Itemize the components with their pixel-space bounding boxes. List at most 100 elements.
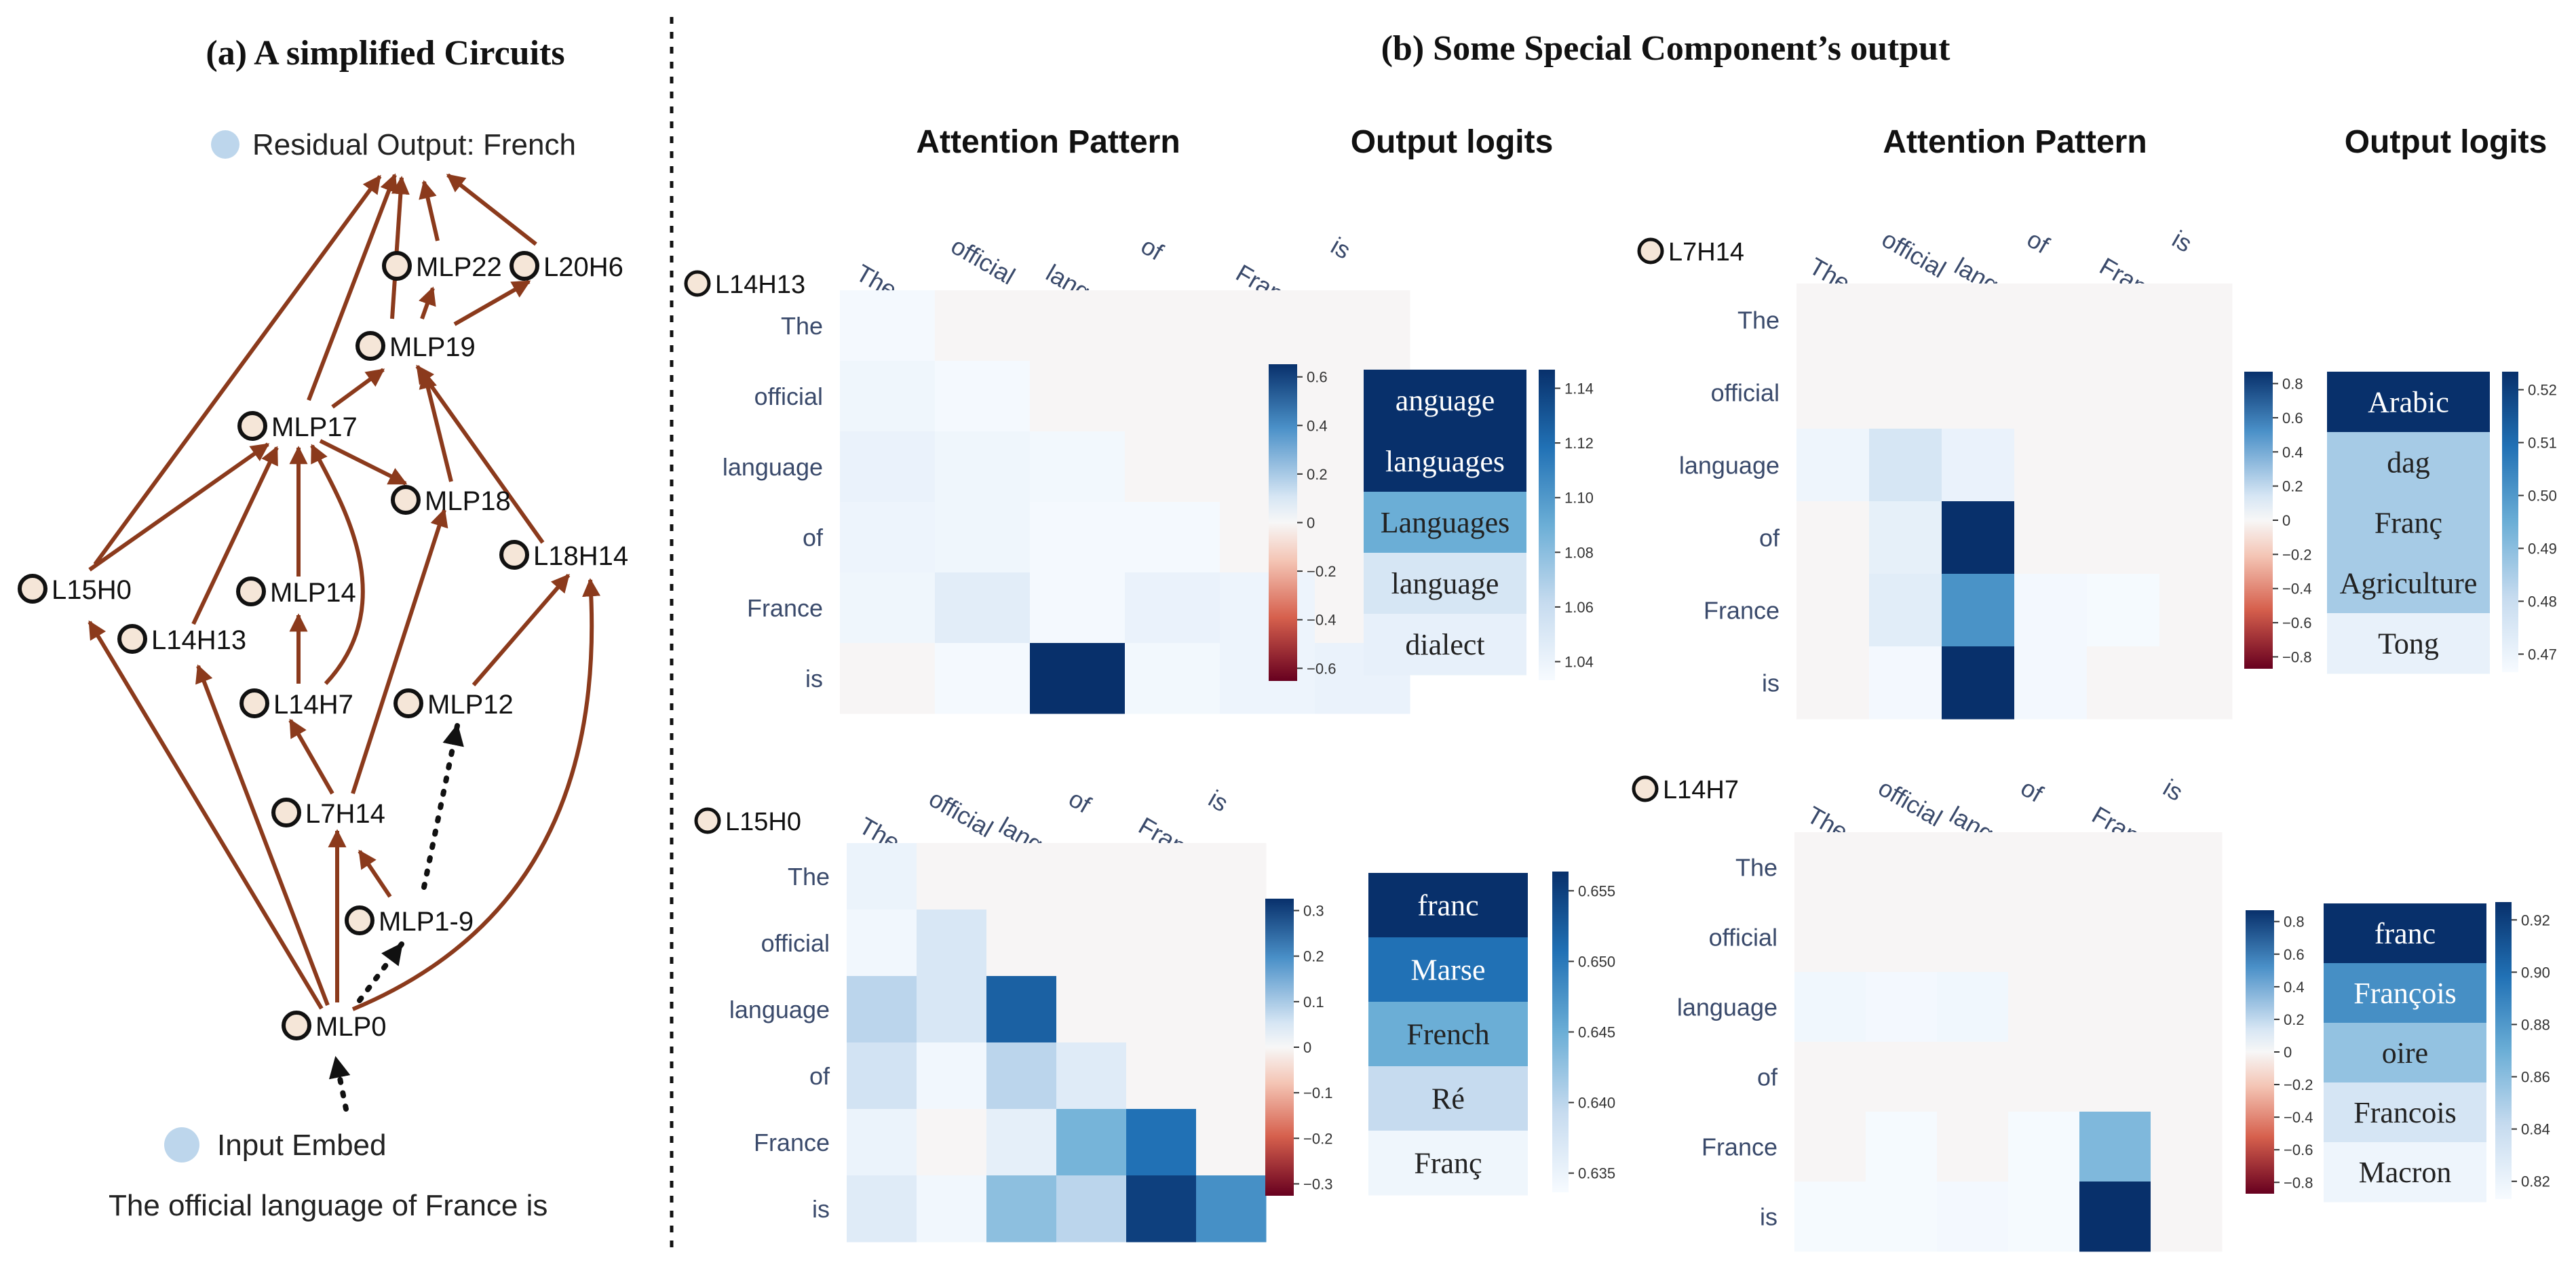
edge-l7h14-mlp18 (351, 508, 448, 794)
heatmap-cell (1794, 832, 1866, 903)
row-token: is (1760, 1203, 1777, 1231)
logit-colorbar-tick-label: 0.88 (2521, 1016, 2550, 1033)
logit-cell (2324, 1023, 2486, 1083)
logit-colorbar-tick-label: 0.645 (1578, 1024, 1615, 1041)
logit-colorbar-tick-label: 1.12 (1564, 435, 1594, 452)
heatmap-cell (2014, 356, 2088, 429)
colorbar-tick-label: −0.6 (1307, 660, 1336, 677)
heatmap-cell (1866, 1042, 1938, 1112)
logit-colorbar-tick-label: 1.10 (1564, 490, 1594, 507)
left-title: (a) A simplified Circuits (206, 34, 564, 73)
heatmap-cell (847, 976, 917, 1043)
circuit-node-l15h0: L15H0 (18, 574, 132, 605)
logit-cell (2327, 372, 2490, 433)
heatmap-cell (2008, 902, 2080, 973)
circuit-node-mlp17: MLP17 (237, 411, 358, 442)
edge-mlp22-out (419, 180, 440, 241)
heatmap-cell (1125, 361, 1220, 432)
colorbar-tick-label: 0.6 (1307, 369, 1328, 386)
heatmap-cell (1196, 1175, 1267, 1243)
edge-l15h0-mlp17 (88, 442, 270, 572)
heatmap-cell (1794, 902, 1866, 973)
heatmap-cell (2079, 972, 2151, 1042)
heatmap-cell (986, 843, 1057, 910)
right-title: (b) Some Special Component’s output (1381, 29, 1950, 68)
node-label: MLP1-9 (379, 907, 474, 937)
heatmap-cell (1794, 972, 1866, 1042)
colorbar-tick-label: 0 (2284, 1044, 2292, 1061)
colorbar-tick-label: 0 (1303, 1039, 1311, 1056)
heatmap-cell (1794, 1112, 1866, 1182)
column-token: official (1874, 773, 1947, 832)
attention-colorbar (2246, 910, 2274, 1194)
edge-mlp0-l15h0 (88, 620, 324, 1010)
logit-colorbar (1552, 872, 1569, 1192)
logit-colorbar-tick-label: 0.82 (2521, 1173, 2550, 1190)
heatmap-cell (2014, 429, 2088, 502)
heatmap-cell (1869, 574, 1942, 647)
logit-token: Franç (2375, 507, 2442, 540)
edge-l15h0-out (93, 174, 382, 566)
component-node-icon (694, 807, 721, 834)
logit-colorbar-tick-label: 0.84 (2521, 1121, 2550, 1138)
node-circle (382, 251, 412, 281)
row-token: of (809, 1062, 830, 1090)
logit-cell (2324, 963, 2486, 1023)
row-token: France (747, 594, 823, 622)
row-token: official (1709, 924, 1777, 952)
heatmap-cell (1942, 574, 2015, 647)
heatmap-cell (2087, 646, 2160, 720)
heatmap-cell (1869, 429, 1942, 502)
panel-l14h7: L14H7TheofficiallanguageofFranceisTheoff… (1632, 773, 2550, 1252)
legend-input-label: Input Embed (217, 1129, 387, 1162)
circuit-edges (88, 173, 600, 1011)
logit-colorbar-tick-label: 0.47 (2528, 646, 2557, 663)
node-circle (499, 540, 529, 570)
row-token: of (1757, 1063, 1778, 1091)
heatmap-cell (935, 361, 1031, 432)
row-token: official (1711, 379, 1780, 407)
row-token: The (1737, 307, 1780, 334)
logit-token: anguage (1396, 384, 1495, 417)
attention-colorbar (2244, 372, 2273, 669)
colorbar-tick-label: −0.1 (1303, 1085, 1332, 1101)
heatmap-cell (2014, 284, 2088, 357)
heatmap-cell (840, 361, 936, 432)
legend-output-label: Residual Output: French (252, 128, 576, 161)
heatmap-cell (1220, 431, 1315, 503)
heatmap-cell (1196, 910, 1267, 977)
heatmap-cell (1220, 361, 1315, 432)
node-circle (237, 411, 267, 441)
circuit-node-l14h7: L14H7 (239, 688, 353, 720)
heatmap-cell (1220, 572, 1315, 644)
node-circle (391, 485, 421, 515)
heatmap-cell (1030, 572, 1126, 644)
logit-cell (1368, 1066, 1528, 1131)
colorbar-tick-label: 0.1 (1303, 994, 1324, 1011)
attention-colorbar (1269, 364, 1297, 681)
logit-colorbar-tick-label: 0.90 (2521, 964, 2550, 981)
edge-mlp0-l18h14 (351, 578, 600, 1011)
edge-l20h6-out (446, 173, 537, 246)
panel-l7h14: L7H14TheofficiallanguageofFranceisTheoff… (1637, 224, 2557, 720)
colorbar-tick-label: −0.4 (2282, 581, 2311, 598)
logit-colorbar (1539, 370, 1555, 680)
node-label: L14H13 (151, 625, 246, 655)
logit-cell (1364, 431, 1526, 492)
heatmap-cell (840, 502, 936, 573)
heatmap-cell (1315, 290, 1410, 362)
logit-colorbar-tick-label: 0.640 (1578, 1095, 1615, 1112)
logit-token: dialect (1405, 628, 1484, 661)
heatmap-cell (2079, 902, 2151, 973)
heatmap-cell (2159, 574, 2233, 647)
circuit-node-mlp19: MLP19 (355, 331, 476, 362)
logit-token: language (1391, 567, 1499, 600)
heatmap-cell (1220, 502, 1315, 573)
colorbar-tick-label: −0.2 (1307, 563, 1336, 580)
circuit-node-mlp0: MLP0 (282, 1011, 387, 1042)
logit-token: François (2353, 977, 2457, 1010)
heatmap-cell (1866, 902, 1938, 973)
logit-token: Franç (1414, 1147, 1482, 1180)
panel-l15h0: L15H0TheofficiallanguageofFranceisTheoff… (694, 784, 1615, 1243)
